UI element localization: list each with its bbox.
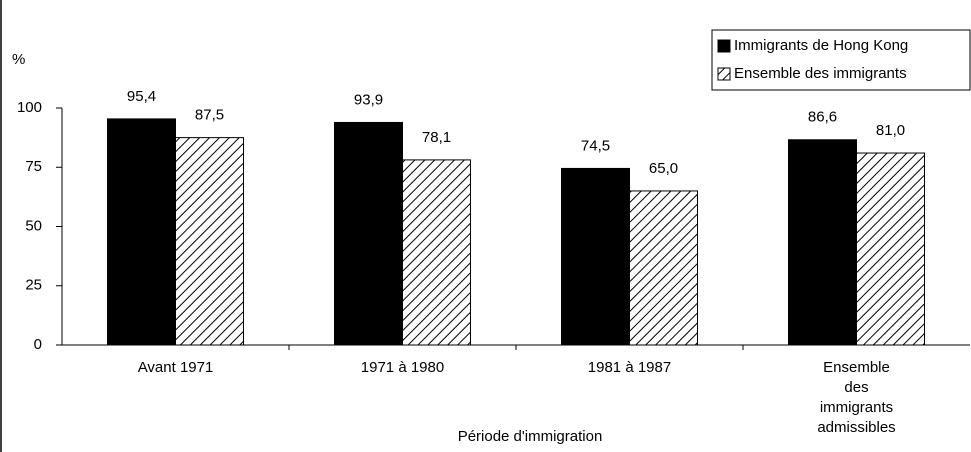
legend-swatch bbox=[717, 67, 731, 81]
legend-label: Immigrants de Hong Kong bbox=[734, 37, 908, 54]
y-tick-label: 100 bbox=[17, 99, 42, 116]
bar bbox=[856, 152, 925, 346]
bar bbox=[788, 139, 857, 346]
y-axis-label: % bbox=[12, 51, 25, 68]
value-label: 65,0 bbox=[649, 160, 678, 177]
value-label: 81,0 bbox=[876, 122, 905, 139]
bar bbox=[175, 137, 244, 346]
legend-box bbox=[711, 29, 971, 91]
x-tick-label: Ensemble des immigrants admissibles bbox=[817, 359, 896, 436]
x-tick-label: 1981 à 1987 bbox=[587, 359, 672, 376]
y-tick-label: 50 bbox=[25, 217, 42, 234]
value-label: 74,5 bbox=[581, 137, 610, 154]
legend-label: Ensemble des immigrants bbox=[734, 65, 907, 82]
value-label: 86,6 bbox=[808, 109, 837, 126]
y-tick-label: 0 bbox=[34, 336, 42, 353]
value-label: 95,4 bbox=[127, 88, 156, 105]
legend-swatch bbox=[717, 39, 731, 53]
bar bbox=[334, 121, 403, 346]
x-axis-label: Période d'immigration bbox=[458, 428, 603, 445]
bar bbox=[107, 118, 176, 346]
y-tick-label: 25 bbox=[25, 277, 42, 294]
x-tick-label: Avant 1971 bbox=[137, 359, 214, 376]
bar bbox=[629, 190, 698, 346]
y-tick-label: 75 bbox=[25, 158, 42, 175]
value-label: 78,1 bbox=[422, 129, 451, 146]
value-label: 87,5 bbox=[195, 107, 224, 124]
bar bbox=[561, 167, 630, 346]
value-label: 93,9 bbox=[354, 91, 383, 108]
bar bbox=[402, 159, 471, 346]
x-tick-label: 1971 à 1980 bbox=[360, 359, 445, 376]
